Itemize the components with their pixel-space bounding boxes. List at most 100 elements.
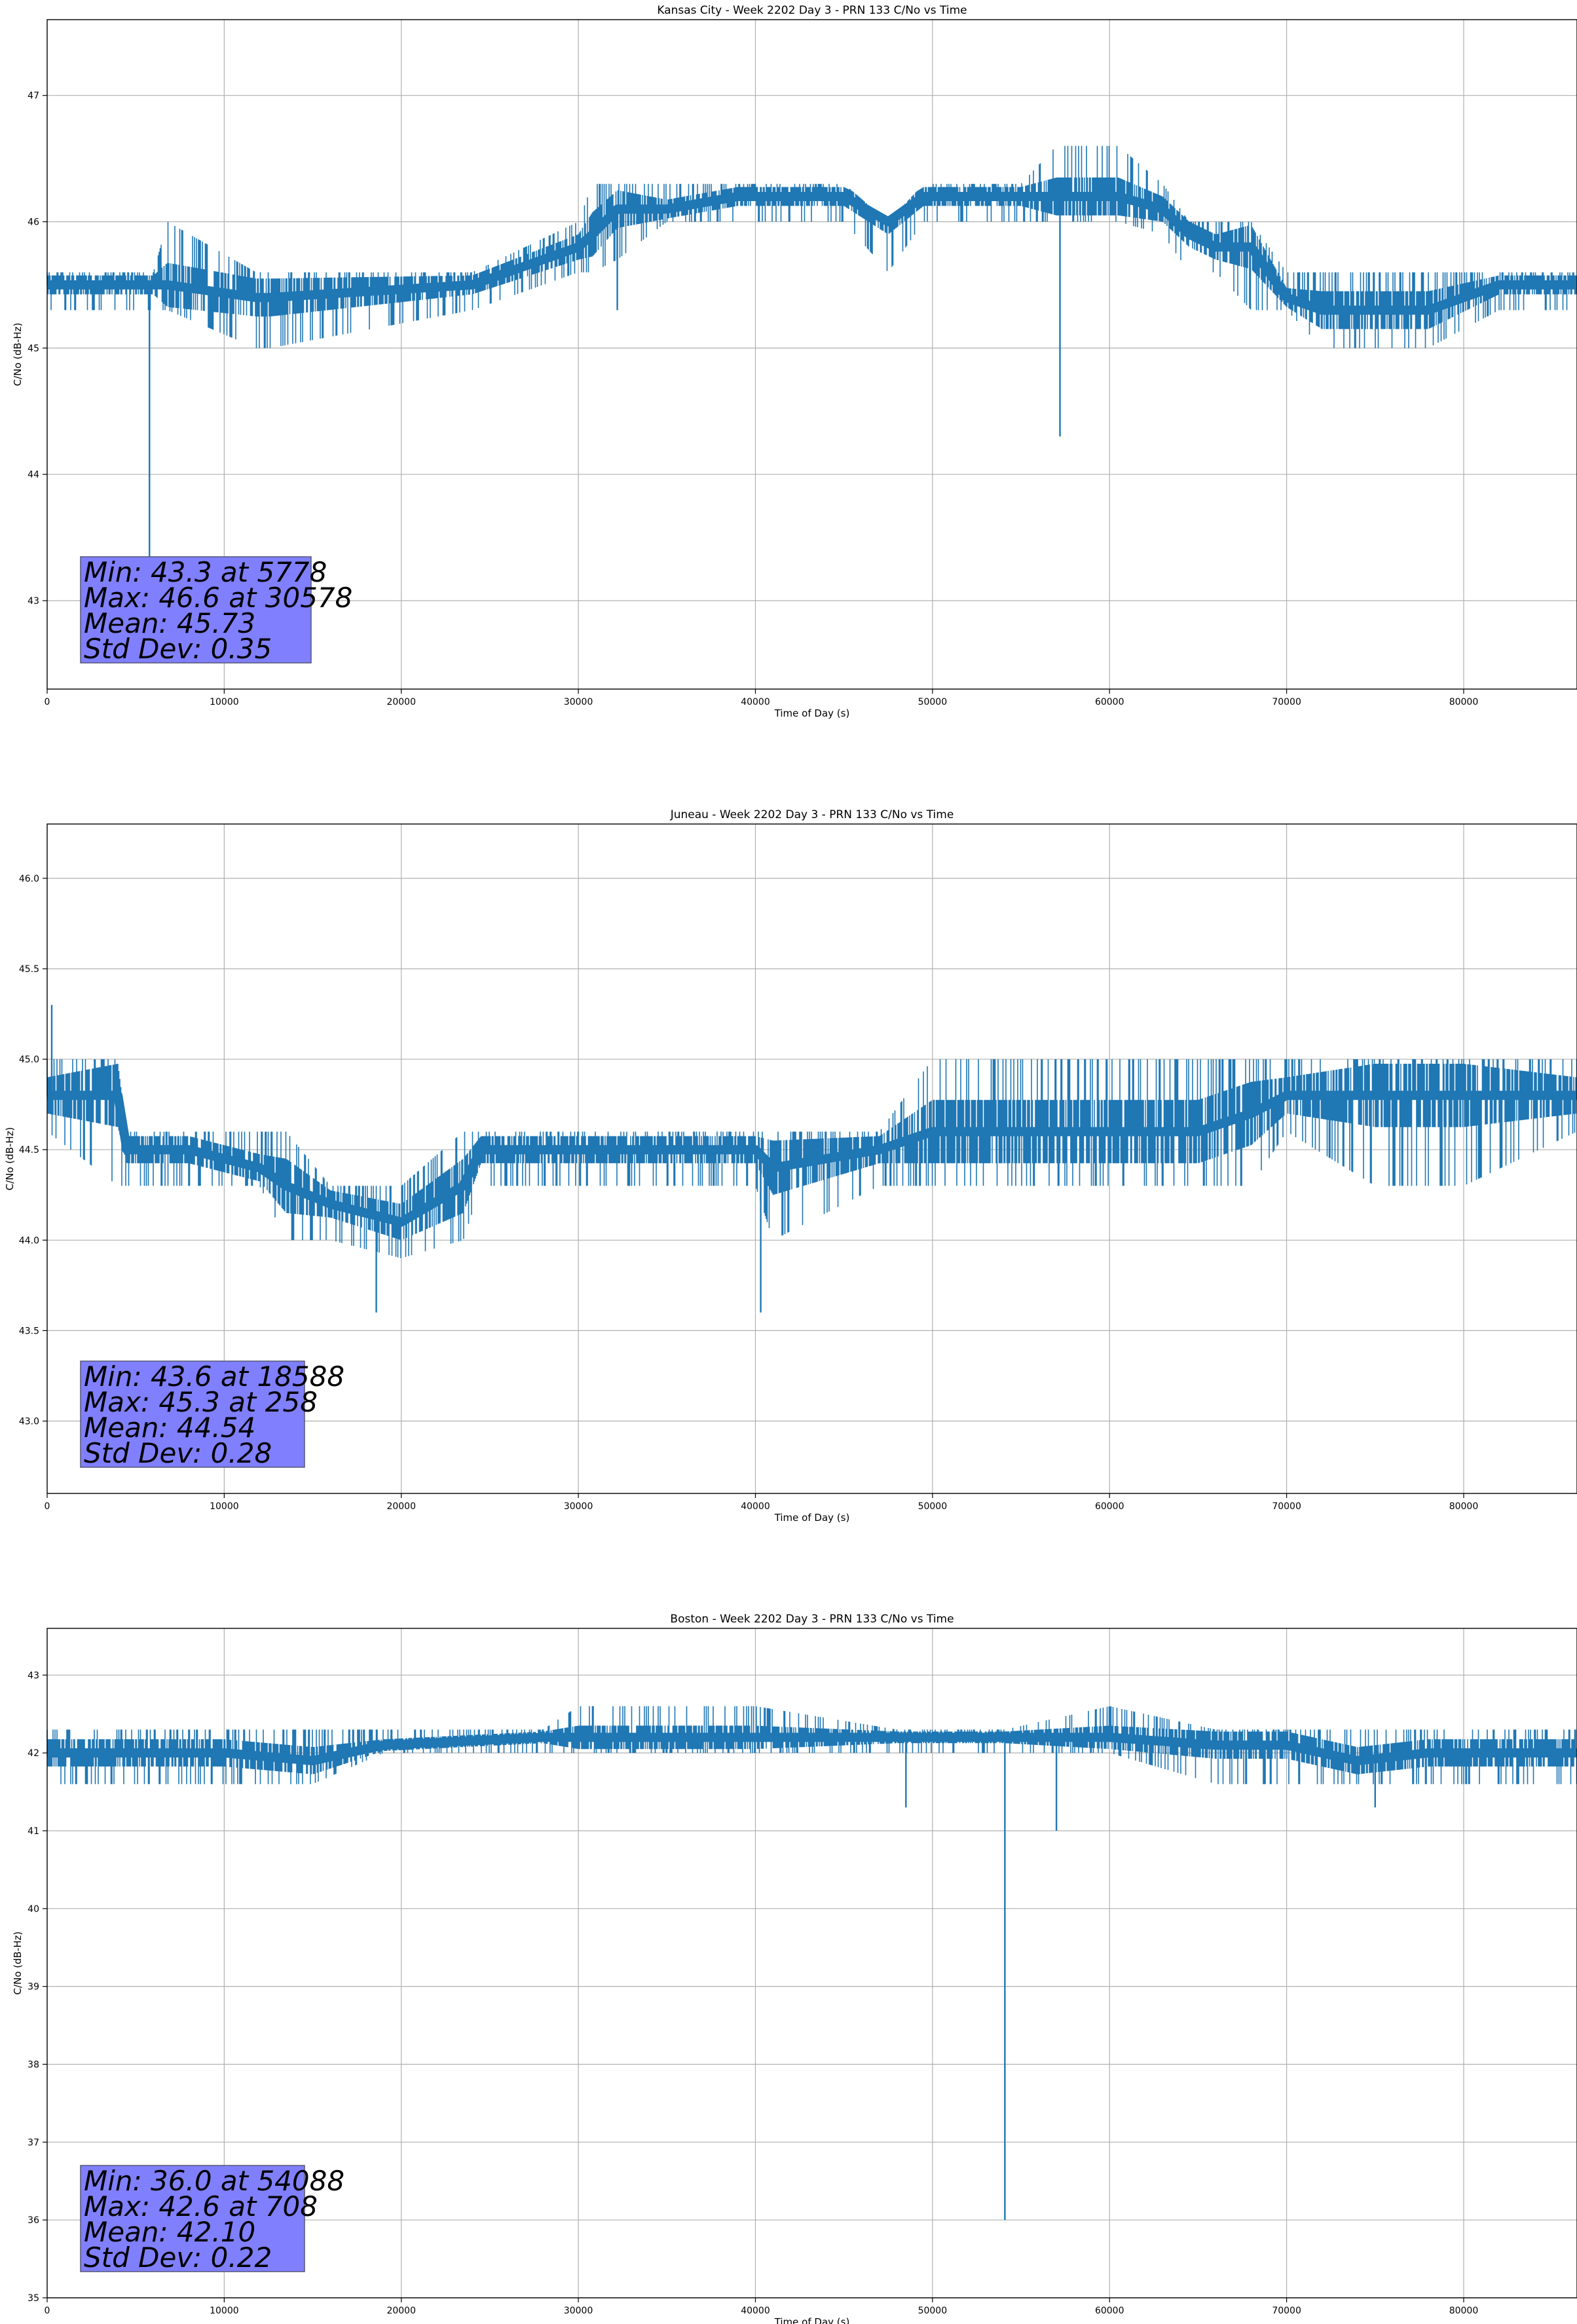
- x-tick-label: 50000: [918, 2306, 948, 2316]
- x-tick-label: 60000: [1095, 1501, 1124, 1512]
- x-tick-label: 0: [45, 697, 50, 707]
- y-tick-label: 43: [28, 1670, 39, 1681]
- series-band: [46, 145, 1577, 348]
- series-band: [46, 1706, 1577, 1784]
- x-tick-label: 60000: [1095, 2306, 1124, 2316]
- x-tick-label: 60000: [1095, 697, 1124, 707]
- x-tick-label: 10000: [210, 1501, 239, 1512]
- x-tick-label: 20000: [386, 2306, 416, 2316]
- stat-max: Max: 42.6 at 708: [84, 2190, 318, 2222]
- y-tick-label: 44.0: [19, 1235, 39, 1246]
- y-tick-label: 40: [28, 1904, 39, 1915]
- data-series: [46, 145, 1577, 348]
- stat-max: Max: 46.6 at 30578: [84, 582, 352, 614]
- y-axis-ticks: 43 44 45 46 47: [28, 91, 47, 607]
- y-tick-label: 46.0: [19, 874, 39, 884]
- x-axis-label: Time of Day (s): [774, 707, 850, 719]
- y-tick-label: 41: [28, 1826, 39, 1837]
- plot-frame: [46, 19, 1577, 690]
- chart-title: Juneau - Week 2202 Day 3 - PRN 133 C/No …: [670, 808, 954, 821]
- stat-mean: Mean: 44.54: [84, 1412, 255, 1444]
- x-axis-ticks: 0 10000 20000 30000 40000 50000 60000 70000 8000…: [45, 1493, 1479, 1512]
- x-tick-label: 70000: [1272, 697, 1301, 707]
- grid-lines: [47, 20, 1577, 689]
- x-axis-label: Time of Day (s): [774, 1512, 850, 1524]
- y-tick-label: 37: [28, 2137, 39, 2148]
- y-tick-label: 39: [28, 1982, 39, 1993]
- y-tick-label: 43.0: [19, 1417, 39, 1427]
- stat-std-dev: Std Dev: 0.22: [84, 2241, 272, 2274]
- series-line: [47, 1733, 1577, 1765]
- x-tick-label: 30000: [564, 697, 593, 707]
- panel-juneau: Juneau - Week 2202 Day 3 - PRN 133 C/No …: [4, 808, 1577, 1524]
- x-tick-label: 20000: [386, 1501, 416, 1512]
- y-axis-label: C/No (dB-Hz): [4, 1127, 16, 1191]
- stat-mean: Mean: 42.10: [84, 2216, 255, 2248]
- plot-frame: [46, 823, 1577, 1494]
- x-tick-label: 20000: [386, 697, 416, 707]
- stats-box-background: [80, 2165, 305, 2272]
- x-tick-label: 70000: [1272, 1501, 1301, 1512]
- y-tick-label: 44.5: [19, 1145, 39, 1155]
- x-tick-label: 10000: [210, 2306, 239, 2316]
- y-tick-label: 38: [28, 2059, 39, 2070]
- x-axis-ticks: 0 10000 20000 30000 40000 50000 60000 70000 8000…: [45, 2298, 1479, 2316]
- y-tick-label: 45.5: [19, 964, 39, 975]
- y-axis-label: C/No (dB-Hz): [12, 323, 24, 386]
- x-tick-label: 40000: [741, 697, 770, 707]
- y-tick-label: 44: [28, 470, 39, 480]
- chart-title: Boston - Week 2202 Day 3 - PRN 133 C/No …: [670, 1613, 954, 1626]
- x-tick-label: 30000: [564, 1501, 593, 1512]
- stat-max: Max: 45.3 at 258: [84, 1386, 318, 1418]
- grid-lines: [47, 1628, 1577, 2298]
- series-line: [47, 192, 1577, 315]
- x-tick-label: 0: [45, 1501, 50, 1512]
- y-axis-ticks: 43.0 43.5 44.0 44.5 45.0 45.5 46.0: [19, 874, 47, 1427]
- y-tick-label: 36: [28, 2215, 39, 2226]
- x-tick-label: 0: [45, 2306, 50, 2316]
- panel-kansas-city: Kansas City - Week 2202 Day 3 - PRN 133 …: [12, 4, 1577, 719]
- y-axis-ticks: 35 36 37 38 39 40 41 42 43: [28, 1670, 47, 2304]
- y-tick-label: 47: [28, 91, 39, 102]
- data-spikes: [50, 1005, 762, 1313]
- y-axis-label: C/No (dB-Hz): [12, 1932, 24, 1995]
- stats-box: Min: 43.6 at 18588 Max: 45.3 at 258 Mean…: [80, 1360, 344, 1469]
- stat-min: Min: 43.3 at 5778: [84, 556, 327, 588]
- y-tick-label: 42: [28, 1748, 39, 1759]
- x-tick-label: 80000: [1449, 1501, 1479, 1512]
- stat-std-dev: Std Dev: 0.35: [84, 633, 272, 665]
- x-tick-label: 40000: [741, 2306, 770, 2316]
- stats-box-background: [80, 556, 312, 664]
- x-tick-label: 50000: [918, 1501, 948, 1512]
- y-tick-label: 35: [28, 2293, 39, 2304]
- stats-box: Min: 36.0 at 54088 Max: 42.6 at 708 Mean…: [80, 2165, 344, 2274]
- panel-boston: Boston - Week 2202 Day 3 - PRN 133 C/No …: [12, 1613, 1577, 2324]
- chart-title: Kansas City - Week 2202 Day 3 - PRN 133 …: [657, 4, 967, 17]
- data-spikes: [905, 1737, 1376, 2221]
- data-series: [46, 1059, 1577, 1258]
- y-tick-label: 45: [28, 343, 39, 354]
- series-line: [47, 1091, 1577, 1227]
- y-tick-label: 43: [28, 596, 39, 607]
- y-tick-label: 45.0: [19, 1055, 39, 1065]
- stats-box: Min: 43.3 at 5778 Max: 46.6 at 30578 Mea…: [80, 556, 352, 665]
- stat-mean: Mean: 45.73: [84, 607, 255, 639]
- x-tick-label: 30000: [564, 2306, 593, 2316]
- stat-min: Min: 36.0 at 54088: [84, 2165, 344, 2197]
- y-tick-label: 43.5: [19, 1326, 39, 1336]
- stats-box-background: [80, 1360, 305, 1468]
- x-tick-label: 80000: [1449, 2306, 1479, 2316]
- stat-min: Min: 43.6 at 18588: [84, 1360, 344, 1393]
- x-tick-label: 70000: [1272, 2306, 1301, 2316]
- x-axis-ticks: 0 10000 20000 30000 40000 50000 60000 70000 8000…: [45, 689, 1479, 707]
- stat-std-dev: Std Dev: 0.28: [84, 1437, 272, 1469]
- x-tick-label: 40000: [741, 1501, 770, 1512]
- x-tick-label: 10000: [210, 697, 239, 707]
- x-axis-label: Time of Day (s): [774, 2316, 850, 2324]
- data-spikes: [149, 196, 1061, 563]
- y-tick-label: 46: [28, 217, 39, 228]
- plot-frame: [46, 1628, 1577, 2298]
- x-tick-label: 80000: [1449, 697, 1479, 707]
- data-series: [46, 1706, 1577, 1784]
